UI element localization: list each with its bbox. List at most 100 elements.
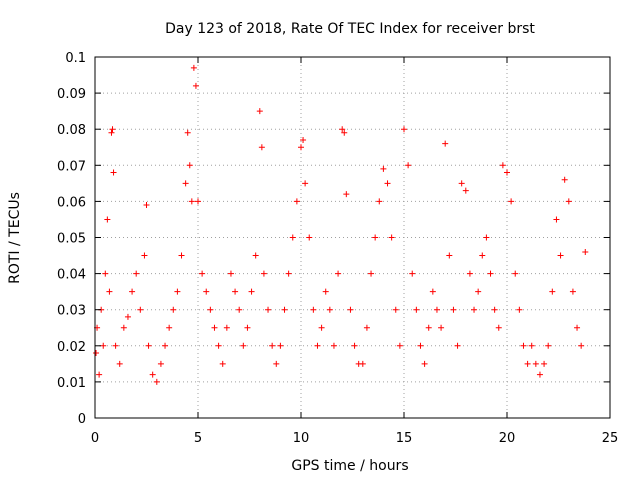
data-point [108, 129, 115, 136]
y-tick-label: 0.02 [57, 340, 86, 355]
data-point [102, 270, 109, 277]
y-tick-label: 0.08 [57, 123, 86, 138]
data-point [137, 306, 144, 313]
data-point [293, 198, 300, 205]
data-point [143, 202, 150, 209]
data-point [195, 198, 201, 205]
data-point [528, 342, 535, 349]
data-point [141, 252, 148, 259]
data-point [227, 270, 234, 277]
data-point [368, 270, 375, 277]
data-point [318, 324, 325, 331]
data-point [343, 191, 350, 198]
data-point [549, 288, 556, 295]
x-tick-label: 10 [293, 431, 310, 446]
x-tick-label: 25 [602, 431, 619, 446]
data-point [166, 324, 173, 331]
data-point [499, 162, 506, 169]
data-point [277, 342, 284, 349]
data-point [372, 234, 379, 241]
y-tick-label: 0.09 [57, 87, 86, 102]
data-point [487, 270, 494, 277]
data-point [298, 144, 304, 151]
data-point [495, 324, 502, 331]
data-point [351, 342, 358, 349]
data-point [100, 342, 107, 349]
data-point [536, 371, 543, 378]
data-point [265, 306, 272, 313]
data-point [339, 126, 346, 133]
y-tick-label: 0.05 [57, 232, 86, 247]
data-point [260, 270, 267, 277]
data-point [300, 137, 307, 144]
data-point [203, 288, 210, 295]
y-tick-label: 0.06 [57, 195, 86, 210]
data-point [569, 288, 576, 295]
data-point [162, 342, 169, 349]
data-point [541, 360, 548, 367]
data-point [129, 288, 136, 295]
data-point [248, 288, 255, 295]
data-point [335, 270, 342, 277]
data-point [561, 176, 568, 183]
data-point [120, 324, 127, 331]
data-point [421, 360, 428, 367]
y-axis-title: ROTI / TECUs [7, 192, 23, 284]
data-point [174, 288, 181, 295]
data-point [184, 129, 191, 136]
data-point [532, 360, 539, 367]
y-tick-label: 0.1 [65, 51, 86, 66]
data-point [252, 252, 259, 259]
y-tick-label: 0.03 [57, 304, 86, 319]
data-point [302, 180, 309, 187]
x-tick-label: 20 [499, 431, 516, 446]
data-point [232, 288, 239, 295]
data-point [124, 313, 131, 320]
data-point [417, 342, 424, 349]
y-tick-label: 0.04 [57, 268, 86, 283]
data-point [363, 324, 370, 331]
data-point [310, 306, 317, 313]
x-tick-label: 0 [91, 431, 99, 446]
data-point [446, 252, 453, 259]
chart-title: Day 123 of 2018, Rate Of TEC Index for r… [165, 21, 535, 37]
data-point [409, 270, 416, 277]
data-point [269, 342, 276, 349]
data-point [442, 140, 449, 147]
data-point [401, 126, 407, 133]
data-point [512, 270, 519, 277]
data-point [347, 306, 354, 313]
data-point [483, 234, 490, 241]
data-point [376, 198, 383, 205]
data-point [170, 306, 177, 313]
data-point [524, 360, 531, 367]
data-point [192, 82, 199, 89]
data-point [314, 342, 321, 349]
data-point [215, 342, 222, 349]
y-tick-label: 0.07 [57, 159, 86, 174]
data-point [186, 162, 193, 169]
data-point [326, 306, 333, 313]
data-point [578, 342, 585, 349]
data-point [429, 288, 436, 295]
data-point [491, 306, 498, 313]
data-point [462, 187, 469, 194]
data-point [211, 324, 218, 331]
data-points [93, 64, 589, 385]
x-tick-label: 5 [194, 431, 202, 446]
data-point [508, 198, 515, 205]
data-point [109, 126, 116, 133]
plot-frame [94, 56, 611, 419]
axis-ticks: 0 5 10 15 20 25 0 0.01 0.02 0.03 0.04 0.05 0.06 0.07 0… [57, 51, 618, 446]
data-point [384, 180, 391, 187]
y-tick-label: 0 [78, 412, 86, 427]
data-point [405, 162, 412, 169]
x-axis-title: GPS time / hours [291, 458, 408, 474]
data-point [188, 198, 195, 205]
data-point [145, 342, 152, 349]
data-point [471, 306, 478, 313]
data-point [149, 371, 156, 378]
data-point [396, 342, 403, 349]
data-point [438, 324, 445, 331]
data-point [380, 165, 387, 172]
